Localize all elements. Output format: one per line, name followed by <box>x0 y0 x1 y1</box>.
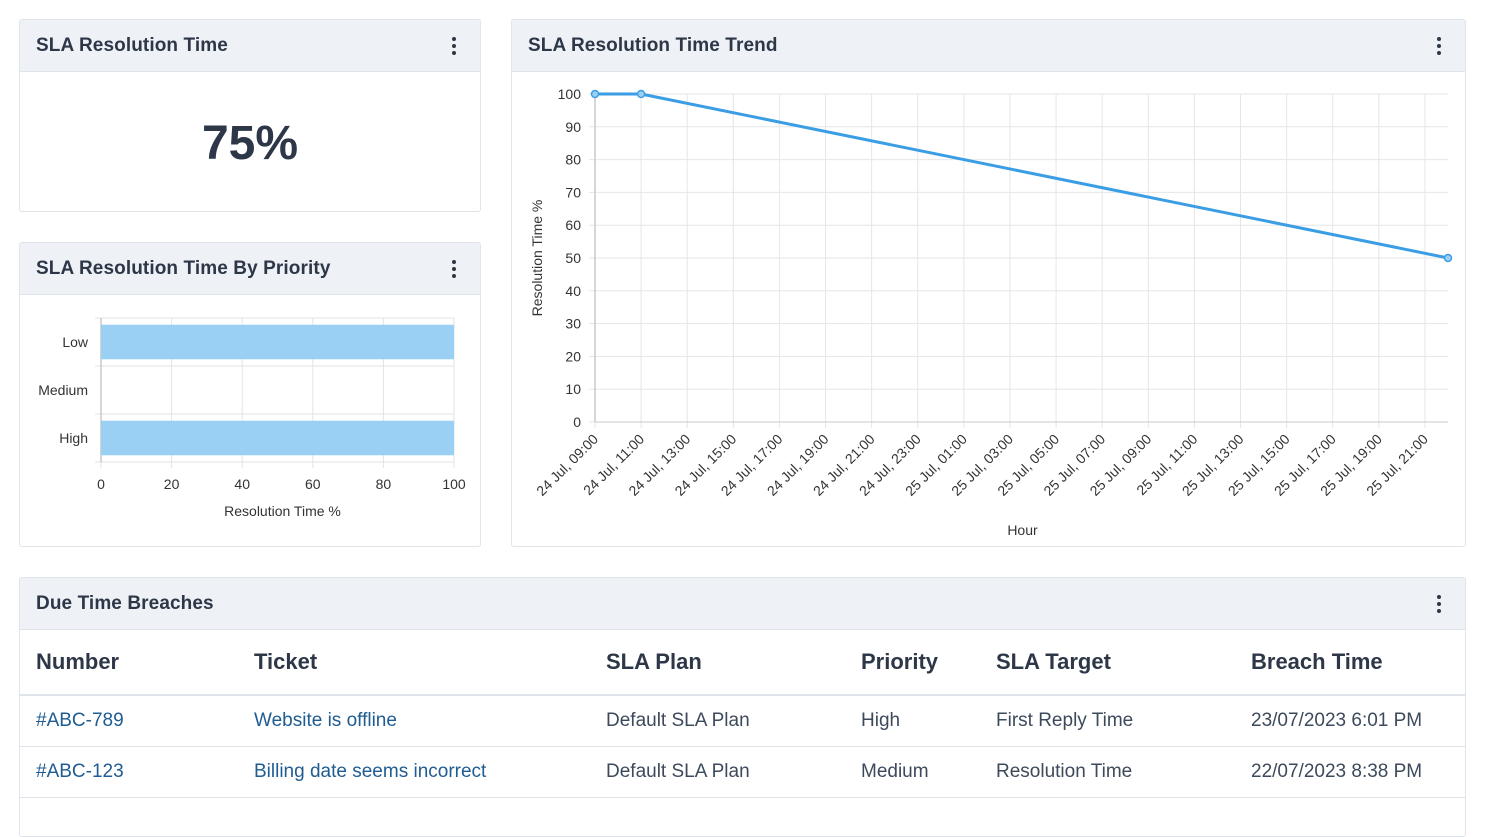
bar-high <box>101 420 454 456</box>
column-header-ticket[interactable]: Ticket <box>238 630 590 696</box>
more-options-icon[interactable] <box>444 34 464 58</box>
x-tick-label: 20 <box>164 476 180 492</box>
column-header-sla-target[interactable]: SLA Target <box>980 630 1235 696</box>
x-tick-label: 0 <box>97 476 105 492</box>
y-tick-label: 100 <box>558 86 582 102</box>
y-tick-label: 80 <box>565 152 581 168</box>
sla-resolution-time-trend-card: SLA Resolution Time Trend 0 10 20 30 40 50 60 7… <box>511 19 1466 547</box>
y-tick-label: 50 <box>565 250 581 266</box>
card-header: SLA Resolution Time Trend <box>512 20 1465 72</box>
y-tick-label: Low <box>62 334 89 350</box>
ticket-subject-link[interactable]: Billing date seems incorrect <box>254 760 487 782</box>
column-header-number[interactable]: Number <box>20 630 238 696</box>
more-options-icon[interactable] <box>1429 592 1449 616</box>
card-header: SLA Resolution Time By Priority <box>20 243 480 295</box>
sla-plan-cell: Default SLA Plan <box>590 746 845 798</box>
kpi-value: 75% <box>201 117 299 170</box>
column-header-sla-plan[interactable]: SLA Plan <box>590 630 845 696</box>
table-row: #ABC-123 Billing date seems incorrect De… <box>20 746 1465 798</box>
ticket-number-link[interactable]: #ABC-123 <box>36 760 124 782</box>
y-tick-label: 20 <box>565 348 581 364</box>
data-point <box>1443 253 1453 263</box>
table-row: #ABC-789 Website is offline Default SLA … <box>20 695 1465 747</box>
card-title: SLA Resolution Time Trend <box>528 34 778 56</box>
breaches-table: Number Ticket SLA Plan Priority SLA Targ… <box>20 630 1465 798</box>
y-tick-label: 10 <box>565 381 581 397</box>
bar-low <box>101 324 454 360</box>
y-tick-label: High <box>59 430 88 446</box>
ticket-number-link[interactable]: #ABC-789 <box>36 709 124 731</box>
sla-plan-cell: Default SLA Plan <box>590 695 845 747</box>
x-axis-label: Hour <box>1007 522 1038 538</box>
priority-cell: Medium <box>845 746 980 798</box>
card-header: SLA Resolution Time <box>20 20 480 72</box>
y-tick-label: 90 <box>565 119 581 135</box>
sla-target-cell: First Reply Time <box>980 695 1235 747</box>
ticket-subject-link[interactable]: Website is offline <box>254 709 397 731</box>
y-tick-label: 30 <box>565 316 581 332</box>
y-tick-label: 40 <box>565 283 581 299</box>
more-options-icon[interactable] <box>1429 34 1449 58</box>
table-header-row: Number Ticket SLA Plan Priority SLA Targ… <box>20 630 1465 696</box>
data-point <box>590 89 600 99</box>
breach-time-cell: 23/07/2023 6:01 PM <box>1235 695 1465 747</box>
due-time-breaches-card: Due Time Breaches Number Ticket SLA Plan… <box>19 577 1466 837</box>
priority-cell: High <box>845 695 980 747</box>
priority-bar-chart: 0 20 40 60 80 100 Low Medium High Resolution Time… <box>38 317 466 519</box>
x-tick-label: 80 <box>376 476 392 492</box>
card-title: Due Time Breaches <box>36 592 214 614</box>
column-header-priority[interactable]: Priority <box>845 630 980 696</box>
data-point <box>636 89 646 99</box>
card-title: SLA Resolution Time <box>36 34 228 56</box>
y-tick-label: 70 <box>565 184 581 200</box>
x-tick-label: 40 <box>234 476 250 492</box>
y-tick-label: 60 <box>565 217 581 233</box>
sla-resolution-time-card: SLA Resolution Time 75% <box>19 19 481 212</box>
y-axis-label: Resolution Time % <box>529 200 545 317</box>
y-tick-label: 0 <box>573 414 581 430</box>
y-tick-label: Medium <box>38 382 88 398</box>
x-tick-label: 60 <box>305 476 321 492</box>
series-line <box>595 92 1449 260</box>
card-header: Due Time Breaches <box>20 578 1465 630</box>
card-title: SLA Resolution Time By Priority <box>36 257 331 279</box>
breach-time-cell: 22/07/2023 8:38 PM <box>1235 746 1465 798</box>
column-header-breach-time[interactable]: Breach Time <box>1235 630 1465 696</box>
x-axis-label: Resolution Time % <box>224 503 341 519</box>
more-options-icon[interactable] <box>444 257 464 281</box>
sla-target-cell: Resolution Time <box>980 746 1235 798</box>
sla-resolution-time-by-priority-card: SLA Resolution Time By Priority 0 20 40 60 8… <box>19 242 481 547</box>
x-tick-label: 100 <box>442 476 466 492</box>
